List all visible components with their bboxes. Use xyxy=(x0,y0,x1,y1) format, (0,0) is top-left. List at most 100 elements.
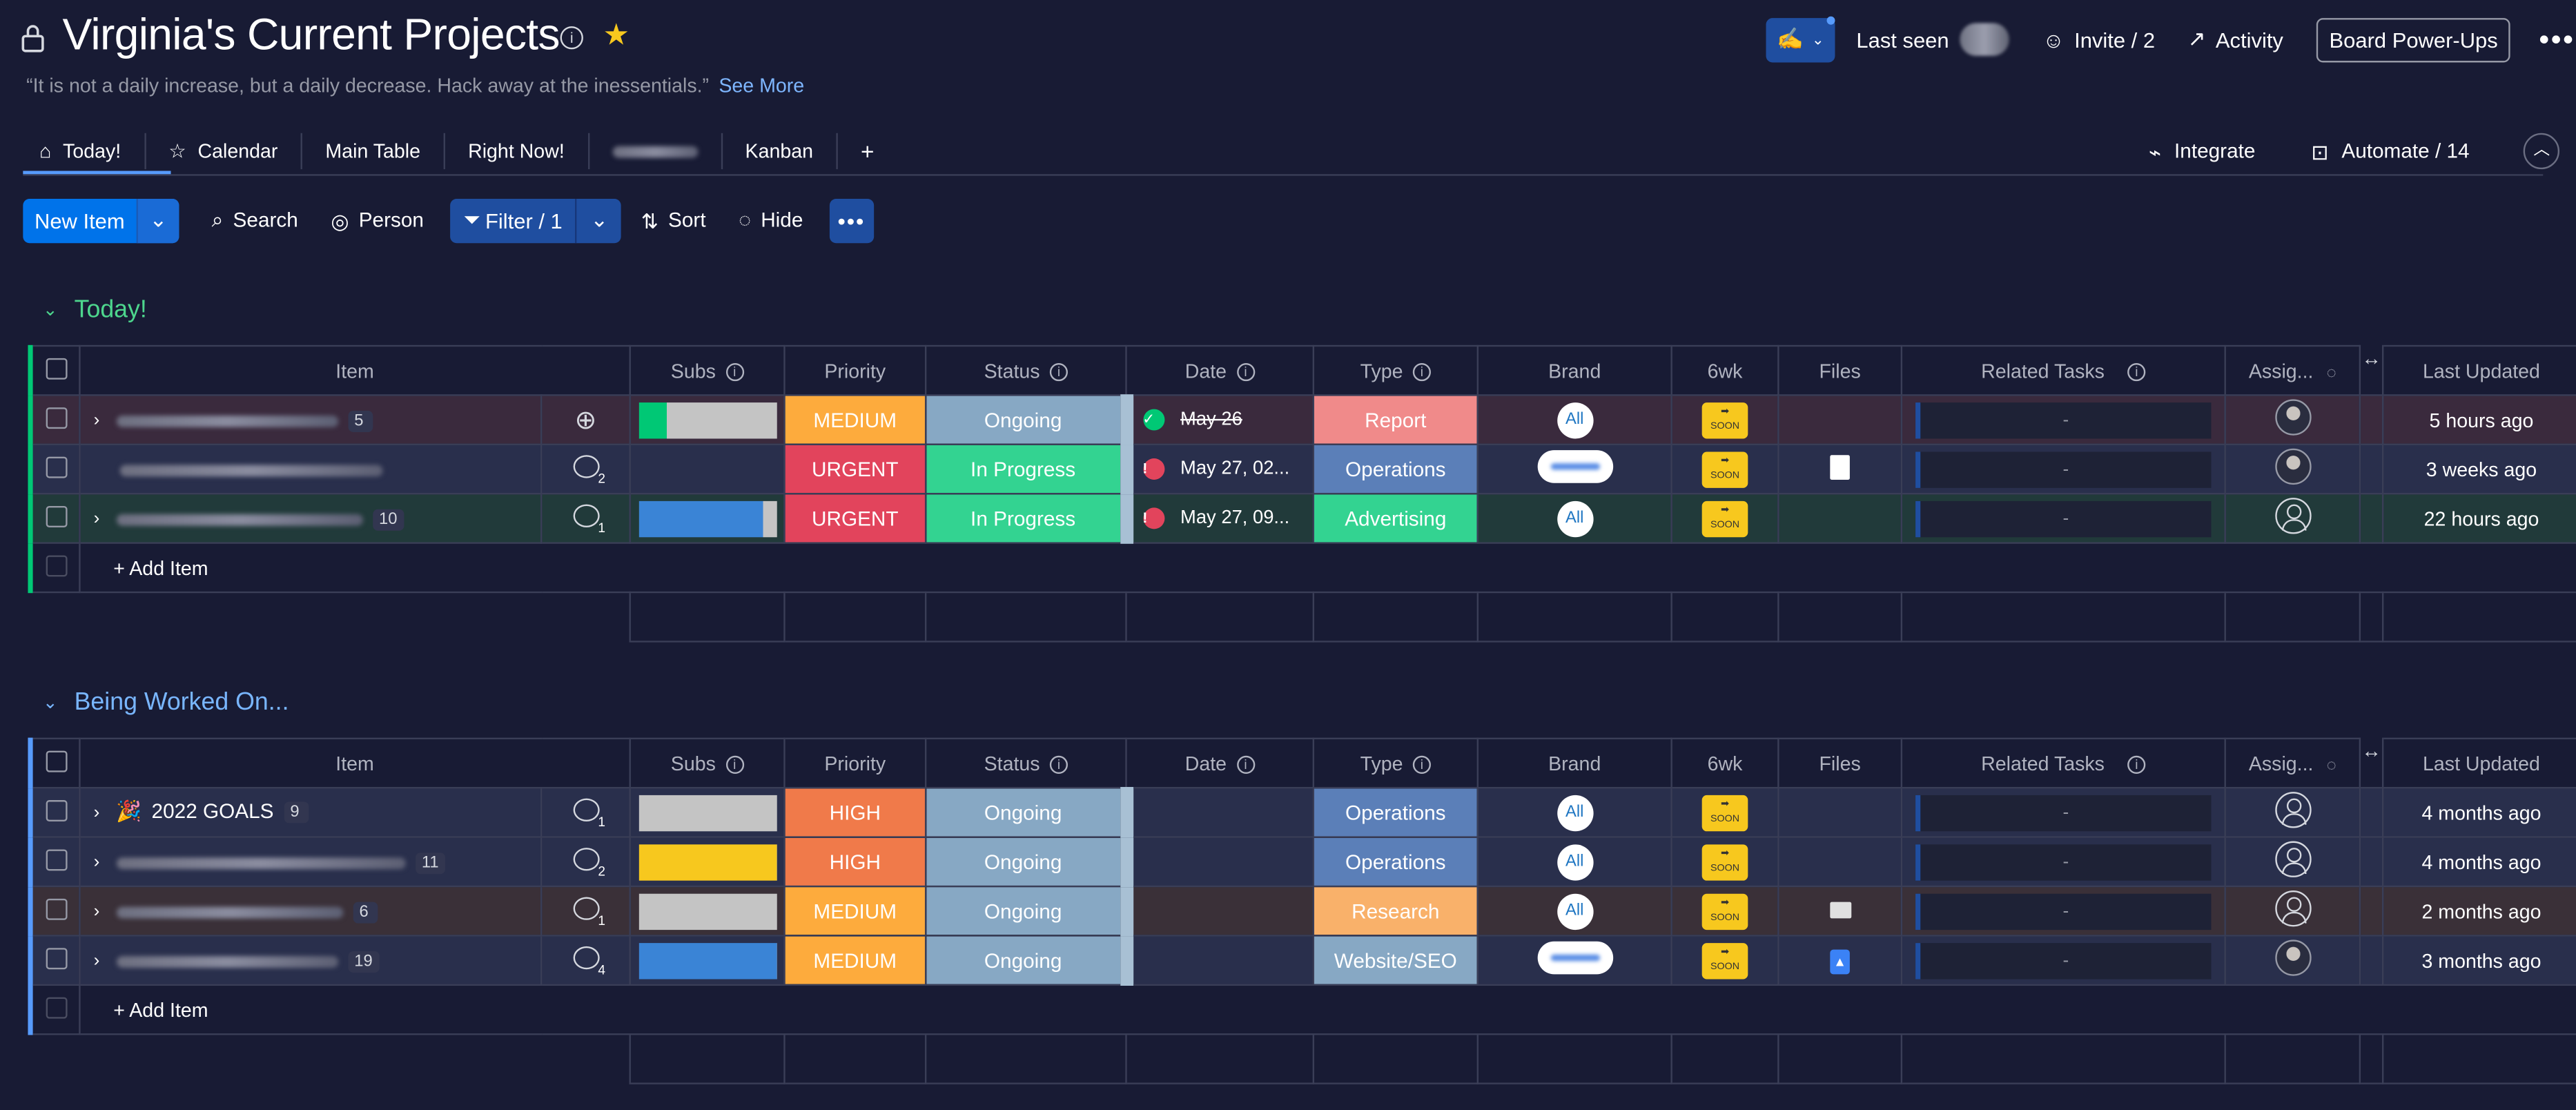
item-cell[interactable]: › 11 xyxy=(79,836,543,888)
priority-cell[interactable]: HIGH xyxy=(783,836,927,888)
item-cell[interactable]: › 10 xyxy=(79,493,543,544)
updates-cell[interactable]: 2 xyxy=(540,443,631,495)
subitems-progress-bar[interactable] xyxy=(638,844,777,880)
files-cell[interactable] xyxy=(1777,787,1903,838)
table-row[interactable]: › 6 1 MEDIUM Ongoing Research All ➡ SOON -… xyxy=(28,885,2576,937)
automate-button[interactable]: Automate / 14 xyxy=(2341,139,2470,163)
info-icon[interactable]: i xyxy=(1049,755,1069,774)
column-header-subs[interactable]: Subs i xyxy=(629,344,786,396)
table-row[interactable]: › 🎉 2022 GOALS 9 1 HIGH Ongoing Operations … xyxy=(28,787,2576,838)
row-checkbox-cell[interactable] xyxy=(28,394,81,445)
column-header-files[interactable]: Files xyxy=(1777,344,1903,396)
updates-bubble-icon[interactable]: 1 xyxy=(572,897,605,928)
sort-button[interactable]: ⇅ Sort xyxy=(625,197,722,244)
subs-cell[interactable] xyxy=(629,836,786,888)
select-all-checkbox[interactable] xyxy=(45,357,67,379)
sixwk-cell[interactable]: ➡ SOON xyxy=(1670,836,1779,888)
subitems-progress-bar[interactable] xyxy=(638,893,777,929)
info-icon[interactable]: i xyxy=(2127,362,2146,381)
status-cell[interactable]: Ongoing xyxy=(924,394,1133,445)
add-view-button[interactable]: + xyxy=(861,137,875,165)
group-title[interactable]: Today! xyxy=(74,295,147,324)
header-checkbox[interactable] xyxy=(28,737,81,789)
updates-bubble-icon[interactable]: 1 xyxy=(572,798,605,830)
more-menu-icon[interactable]: ••• xyxy=(2539,22,2575,55)
group-header[interactable]: ⌄ Being Worked On... xyxy=(43,688,289,716)
updates-cell[interactable]: 2 xyxy=(540,836,631,888)
updates-bubble-icon[interactable]: 1 xyxy=(572,504,605,536)
tab-today[interactable]: ⌂ Today! xyxy=(23,133,146,170)
type-cell[interactable]: Operations xyxy=(1312,787,1479,838)
subitems-progress-bar[interactable] xyxy=(638,942,777,979)
person-filter-button[interactable]: ◎ Person xyxy=(315,197,440,244)
expand-subitems-icon[interactable]: › xyxy=(93,803,100,824)
search-button[interactable]: ⌕ Search xyxy=(195,197,315,244)
column-header-brand[interactable]: Brand xyxy=(1476,344,1672,396)
brand-cell[interactable]: All xyxy=(1476,885,1672,937)
group-header[interactable]: ⌄ Today! xyxy=(43,295,147,323)
date-cell[interactable] xyxy=(1125,885,1315,937)
brand-cell[interactable]: All xyxy=(1476,493,1672,544)
brand-chip[interactable]: All xyxy=(1557,500,1593,537)
star-icon[interactable]: ★ xyxy=(603,18,630,51)
type-cell[interactable]: Website/SEO xyxy=(1312,935,1479,986)
blurred-item-name[interactable] xyxy=(116,906,343,918)
info-icon[interactable]: i xyxy=(1412,362,1431,381)
empty-assignee-icon[interactable] xyxy=(2274,890,2311,927)
status-cell[interactable]: Ongoing xyxy=(924,935,1133,986)
sixwk-cell[interactable]: ➡ SOON xyxy=(1670,394,1779,445)
add-item-row[interactable]: + Add Item xyxy=(28,984,2576,1035)
priority-cell[interactable]: URGENT xyxy=(783,493,927,544)
status-cell[interactable]: Ongoing xyxy=(924,787,1133,838)
subitems-progress-bar[interactable] xyxy=(638,794,777,831)
row-checkbox-cell[interactable] xyxy=(28,885,81,937)
column-header-item[interactable]: Item xyxy=(79,737,631,789)
priority-cell[interactable]: HIGH xyxy=(783,787,927,838)
expand-subitems-icon[interactable]: › xyxy=(93,902,100,923)
column-header-status[interactable]: Status i xyxy=(924,344,1127,396)
updates-bubble-icon[interactable]: 4 xyxy=(572,946,605,977)
updates-cell[interactable]: ⊕ xyxy=(540,394,631,445)
date-cell[interactable]: ✓ May 26 xyxy=(1125,394,1315,445)
expand-subitems-icon[interactable]: › xyxy=(93,411,100,431)
last-seen-avatars[interactable] xyxy=(1960,23,2010,56)
related-tasks-cell[interactable]: - xyxy=(1900,493,2226,544)
info-icon[interactable]: i xyxy=(725,362,744,381)
board-power-ups-button[interactable]: Board Power-Ups xyxy=(2316,17,2511,62)
expand-subitems-icon[interactable]: › xyxy=(93,951,100,972)
add-update-icon[interactable]: ⊕ xyxy=(574,407,597,435)
column-header-6wk[interactable]: 6wk xyxy=(1670,344,1779,396)
table-row[interactable]: 2 URGENT In Progress ! May 27, 02... Oper… xyxy=(28,443,2576,495)
row-checkbox[interactable] xyxy=(45,456,67,478)
blurred-item-name[interactable] xyxy=(119,464,383,476)
brand-chip[interactable] xyxy=(1536,941,1612,975)
subs-cell[interactable] xyxy=(629,493,786,544)
add-item-button[interactable]: + Add Item xyxy=(79,984,2576,1035)
priority-cell[interactable]: URGENT xyxy=(783,443,927,495)
column-header-related-tasks[interactable]: Related Tasks i xyxy=(1900,344,2226,396)
expand-subitems-icon[interactable]: › xyxy=(93,509,100,530)
subs-cell[interactable] xyxy=(629,787,786,838)
related-tasks-cell[interactable]: - xyxy=(1900,787,2226,838)
files-cell[interactable] xyxy=(1777,493,1903,544)
column-header-priority[interactable]: Priority xyxy=(783,737,927,789)
subs-cell[interactable] xyxy=(629,443,786,495)
row-checkbox[interactable] xyxy=(45,407,67,428)
status-cell[interactable]: In Progress xyxy=(924,493,1133,544)
updates-bubble-icon[interactable]: 2 xyxy=(572,455,605,486)
assignee-cell[interactable] xyxy=(2224,836,2361,888)
files-cell[interactable] xyxy=(1777,836,1903,888)
row-checkbox-cell[interactable] xyxy=(28,836,81,888)
assignee-avatar[interactable] xyxy=(2274,448,2311,485)
assignee-cell[interactable] xyxy=(2224,885,2361,937)
expand-subitems-icon[interactable]: › xyxy=(93,853,100,873)
column-header-priority[interactable]: Priority xyxy=(783,344,927,396)
eye-off-icon[interactable]: ◌ xyxy=(2326,364,2336,382)
google-doc-icon[interactable]: ▲ xyxy=(1830,948,1850,974)
info-icon[interactable]: i xyxy=(2127,755,2146,774)
subitems-progress-bar[interactable] xyxy=(638,500,777,537)
related-tasks-cell[interactable]: - xyxy=(1900,836,2226,888)
assignee-avatar[interactable] xyxy=(2274,939,2311,976)
brand-chip[interactable]: All xyxy=(1557,893,1593,929)
info-icon[interactable]: i xyxy=(1236,755,1255,774)
